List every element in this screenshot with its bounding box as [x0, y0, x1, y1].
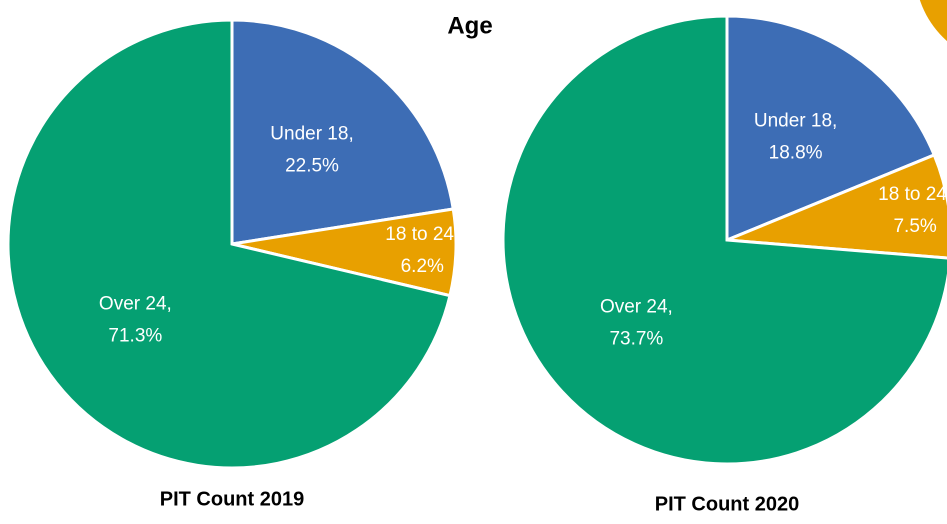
slice-value: 71.3%: [108, 325, 162, 346]
slice-value: 73.7%: [609, 329, 663, 350]
pie-slice: [501, 14, 947, 466]
pie-slice: [726, 152, 947, 260]
slice-label: Over 24,: [600, 297, 673, 318]
slice-label: Over 24,: [99, 293, 172, 314]
slice-label: Under 18,: [754, 111, 837, 132]
chart-title: Age: [447, 12, 492, 39]
pie-title: PIT Count 2019: [160, 488, 304, 510]
slice-label: 18 to 24,: [385, 224, 459, 245]
decoration: [919, 0, 947, 42]
pie-title: PIT Count 2020: [655, 493, 799, 515]
slice-value: 7.5%: [893, 216, 936, 237]
pie-slice: [725, 14, 937, 243]
slice-value: 22.5%: [285, 155, 339, 176]
pie-slice: [230, 18, 455, 246]
slice-label: Under 18,: [270, 123, 353, 144]
slice-label: 18 to 24,: [878, 184, 947, 205]
pie-slice: [6, 18, 452, 470]
slice-value: 18.8%: [769, 143, 823, 164]
slice-value: 6.2%: [401, 256, 444, 277]
